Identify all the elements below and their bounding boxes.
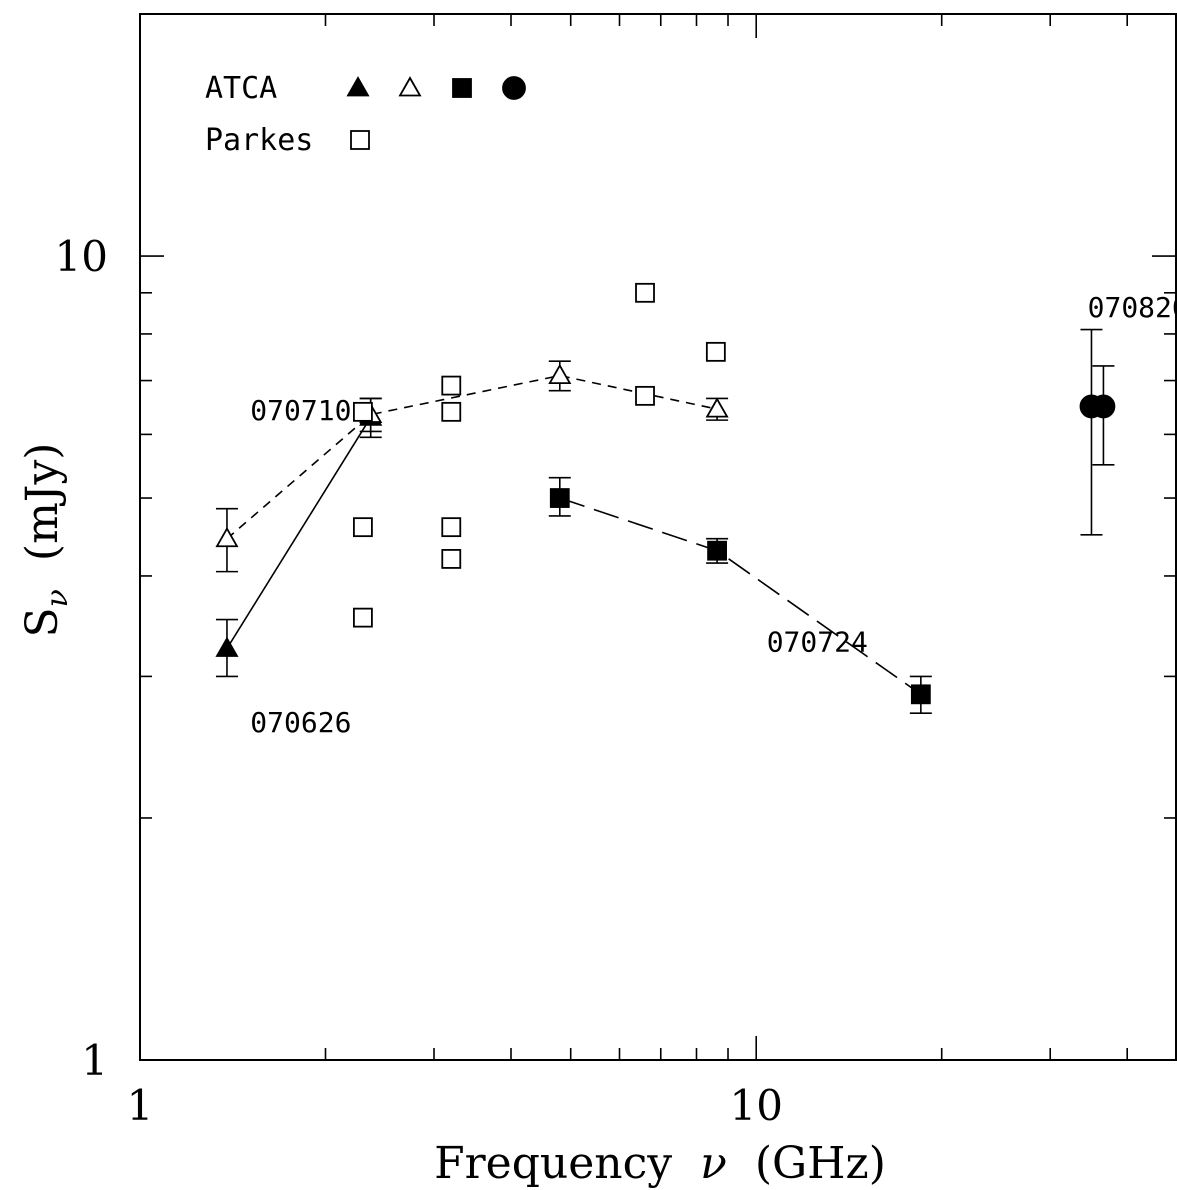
data-point-070710 (705, 397, 729, 418)
data-point-070724 (549, 488, 570, 508)
legend-marker (502, 76, 526, 100)
legend: ATCA Parkes (205, 71, 526, 158)
legend-marker (346, 76, 370, 97)
x-axis-title: Frequency ν (GHz) (434, 1138, 886, 1189)
data-point-Parkes (635, 282, 655, 303)
legend-marker (350, 130, 370, 150)
annotation-label: 070724 (767, 626, 868, 659)
legend-label: Parkes (205, 123, 313, 158)
data-point-Parkes (441, 375, 462, 396)
data-point-Parkes (441, 401, 462, 422)
data-point-Parkes (441, 549, 462, 569)
plot-frame (139, 13, 1177, 1061)
data-point-Parkes (705, 341, 726, 362)
data-point-Parkes (441, 517, 462, 538)
data-point-070820 (1091, 394, 1116, 419)
legend-label: ATCA (205, 71, 277, 106)
data-point-070724 (707, 540, 727, 561)
annotation-label: 070710 (250, 394, 351, 427)
data-point-070724 (910, 684, 931, 705)
data-point-070710 (548, 363, 572, 385)
legend-marker (452, 78, 472, 98)
data-marks (215, 282, 1116, 714)
x-axis-title-text: Frequency (434, 1138, 672, 1189)
legend-marker (398, 76, 422, 97)
y-axis-title-subscript: ν (40, 589, 75, 607)
data-point-Parkes (635, 385, 655, 406)
annotation-label: 070626 (250, 706, 351, 739)
x-tick-label: 1 (127, 1081, 154, 1130)
x-axis-title-symbol: ν (700, 1138, 727, 1189)
data-point-Parkes (353, 607, 373, 628)
x-axis-title-unit: (GHz) (755, 1138, 886, 1189)
annotations: 070710 070626 070724 070820 (250, 291, 1177, 739)
y-tick-label: 1 (81, 1036, 108, 1085)
y-tick-label: 10 (55, 232, 108, 281)
axis-labels: Frequency ν (GHz) Sν (mJy) (17, 443, 886, 1189)
series-line-070626 (226, 416, 372, 649)
annotation-label: 070820 (1088, 291, 1177, 324)
y-axis-title-text: S (17, 607, 68, 637)
data-point-Parkes (353, 401, 373, 422)
data-point-070710 (215, 526, 239, 548)
data-point-070626 (215, 636, 239, 657)
axes: 1 10 1 10 (55, 13, 1177, 1130)
y-axis-title: Sν (mJy) (17, 443, 78, 638)
series-line-070724 (559, 497, 922, 695)
y-axis-title-unit: (mJy) (17, 443, 68, 562)
x-tick-label: 10 (729, 1081, 782, 1130)
data-point-Parkes (353, 517, 373, 538)
